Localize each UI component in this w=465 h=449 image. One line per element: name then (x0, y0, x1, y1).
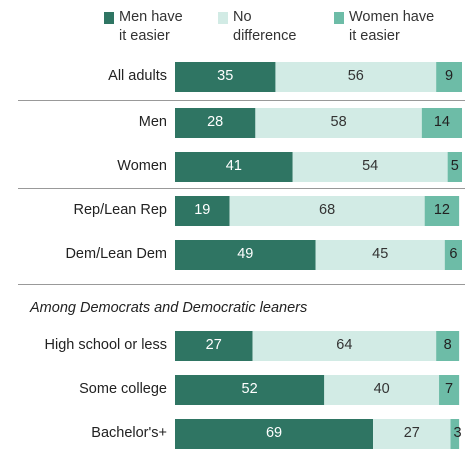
bar-segment (175, 196, 230, 226)
group-divider (18, 284, 465, 285)
category-label: Women (117, 158, 167, 174)
data-label: 54 (362, 158, 379, 174)
bar-segment (175, 419, 374, 449)
bar-segment (229, 196, 425, 226)
data-label: 27 (205, 337, 222, 353)
category-label: Bachelor's+ (91, 425, 167, 441)
data-label: 45 (372, 246, 389, 262)
bar-segment (439, 375, 460, 405)
data-label: 7 (445, 381, 454, 397)
category-label: Rep/Lean Rep (73, 202, 167, 218)
bar-segment (255, 108, 422, 138)
data-label: 8 (443, 337, 452, 353)
data-label: 9 (445, 68, 454, 84)
data-label: 5 (450, 158, 459, 174)
bar-segment (315, 240, 445, 270)
group-divider (18, 188, 465, 189)
legend-item: Men have it easier (104, 8, 183, 46)
data-label: 3 (453, 425, 462, 441)
bar-segment (424, 196, 460, 226)
data-label: 27 (403, 425, 420, 441)
data-label: 14 (433, 114, 450, 130)
bar-segment (275, 62, 437, 92)
bar-segment (175, 240, 316, 270)
data-label: 40 (373, 381, 390, 397)
category-label: All adults (108, 68, 167, 84)
bar-segment (436, 331, 460, 361)
data-label: 6 (449, 246, 458, 262)
data-label: 64 (336, 337, 353, 353)
data-label: 49 (237, 246, 254, 262)
bar-segment (175, 152, 293, 182)
legend-label: Men have it easier (119, 9, 183, 44)
bar-segment (175, 331, 253, 361)
legend-item: Women have it easier (334, 8, 434, 46)
data-label: 69 (265, 425, 283, 441)
bar-segment (450, 419, 460, 449)
bar-segment (292, 152, 448, 182)
bar-segment (175, 375, 325, 405)
data-label: 41 (225, 158, 242, 174)
legend-label: Women have it easier (349, 9, 435, 44)
legend-swatch (218, 12, 228, 24)
data-label: 35 (217, 68, 234, 84)
data-label: 19 (194, 202, 211, 218)
bar-segment (421, 108, 462, 138)
bar-segment (324, 375, 440, 405)
data-label: 68 (319, 202, 336, 218)
legend-swatch (334, 12, 344, 24)
bar-segment (436, 62, 462, 92)
category-label: Dem/Lean Dem (65, 246, 167, 262)
bar-segment (175, 108, 256, 138)
legend-label: No difference (233, 9, 297, 44)
section-label: Among Democrats and Democratic leaners (30, 300, 308, 316)
legend-swatch (104, 12, 114, 24)
category-label: Men (138, 114, 167, 130)
data-label: 28 (207, 114, 224, 130)
bar-segment (175, 62, 276, 92)
data-label: 12 (433, 202, 450, 218)
data-label: 52 (241, 381, 258, 397)
data-label: 58 (330, 114, 347, 130)
data-label: 56 (347, 68, 364, 84)
category-label: Some college (79, 381, 167, 397)
group-divider (18, 100, 465, 101)
bar-segment (444, 240, 462, 270)
legend-item: No difference (218, 8, 296, 46)
bar-segment (447, 152, 462, 182)
category-label: High school or less (44, 337, 168, 353)
bar-segment (373, 419, 451, 449)
bar-segment (252, 331, 437, 361)
